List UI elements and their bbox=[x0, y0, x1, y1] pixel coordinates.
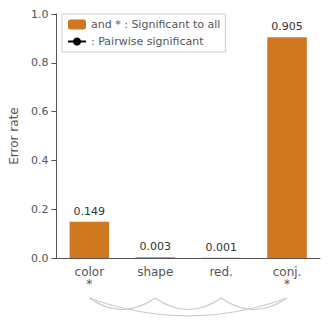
svg-text:*: * bbox=[86, 277, 92, 291]
svg-text:shape: shape bbox=[137, 265, 173, 279]
svg-text:0.8: 0.8 bbox=[31, 56, 49, 69]
svg-text:0.4: 0.4 bbox=[31, 154, 49, 167]
svg-text:0.2: 0.2 bbox=[31, 203, 49, 216]
svg-text:0.6: 0.6 bbox=[31, 105, 49, 118]
svg-text:color: color bbox=[74, 265, 105, 279]
svg-text:Error rate: Error rate bbox=[7, 107, 21, 164]
svg-text:0.001: 0.001 bbox=[205, 241, 237, 254]
svg-text:0.149: 0.149 bbox=[74, 205, 106, 218]
svg-text:red.: red. bbox=[209, 265, 232, 279]
svg-text:*: * bbox=[284, 277, 290, 291]
svg-text:and * : Significant to all: and * : Significant to all bbox=[91, 18, 220, 31]
svg-text:conj.: conj. bbox=[272, 265, 302, 279]
svg-text:1.0: 1.0 bbox=[31, 8, 49, 21]
svg-text:: Pairwise significant: : Pairwise significant bbox=[91, 35, 204, 48]
svg-text:0.0: 0.0 bbox=[31, 252, 49, 265]
svg-text:0.003: 0.003 bbox=[139, 240, 171, 253]
svg-text:0.905: 0.905 bbox=[271, 20, 303, 33]
